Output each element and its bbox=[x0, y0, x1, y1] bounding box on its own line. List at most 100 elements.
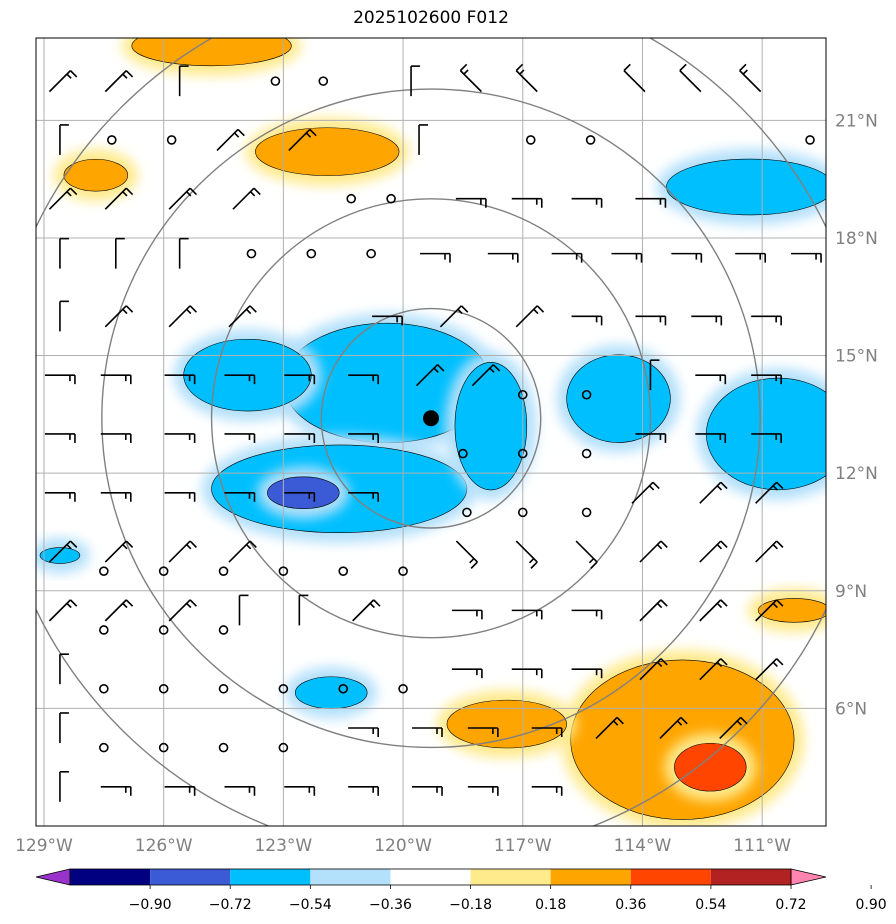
anomaly-fill bbox=[666, 158, 826, 216]
barb-flag bbox=[245, 544, 252, 550]
wind-barb bbox=[178, 65, 189, 97]
barb-flag bbox=[69, 187, 78, 196]
barb-flag bbox=[125, 599, 134, 607]
calm-marker bbox=[581, 389, 592, 400]
calm-marker bbox=[805, 135, 815, 145]
wind-barb bbox=[178, 237, 189, 269]
wind-barb bbox=[739, 63, 762, 93]
barb-flag bbox=[189, 599, 198, 607]
calm-wind-markers bbox=[99, 76, 815, 753]
colorbar-tick-label: 0.90 bbox=[856, 897, 887, 913]
wind-barb bbox=[104, 70, 134, 93]
range-ring bbox=[101, 88, 761, 749]
wind-barb bbox=[595, 716, 624, 740]
anomaly-patch-east-of-center bbox=[444, 352, 537, 500]
barb-flag bbox=[373, 599, 381, 607]
calm-marker bbox=[218, 742, 229, 753]
barb-flag bbox=[528, 558, 535, 564]
wind-barb bbox=[410, 65, 421, 97]
calm-marker bbox=[158, 683, 169, 694]
wind-barb bbox=[59, 770, 69, 802]
barb-flag bbox=[612, 720, 619, 726]
barb-flag bbox=[189, 305, 198, 313]
wind-barb bbox=[471, 364, 501, 387]
wind-barb bbox=[288, 128, 317, 151]
colorbar-segment bbox=[150, 869, 231, 885]
anomaly-fill bbox=[674, 742, 747, 792]
lat-tick-label: 18°N bbox=[835, 229, 878, 249]
barb-flag bbox=[515, 63, 524, 72]
colorbar-segment bbox=[390, 869, 471, 885]
wind-barb bbox=[755, 658, 784, 681]
wind-barb bbox=[639, 599, 668, 622]
wind-barb bbox=[571, 197, 603, 208]
colorbar-tick-label: −0.90 bbox=[129, 897, 172, 913]
wind-barb bbox=[348, 433, 379, 443]
barb-flag bbox=[660, 658, 668, 666]
wind-barb bbox=[168, 540, 198, 563]
barb-flag bbox=[66, 544, 72, 550]
colorbar-tick-label: −0.36 bbox=[369, 897, 412, 913]
barb-flag bbox=[122, 544, 128, 550]
barb-flag bbox=[716, 602, 723, 609]
barb-flag bbox=[309, 128, 317, 137]
wind-barb bbox=[755, 540, 784, 563]
wind-barb bbox=[168, 599, 198, 622]
colorbar: −0.90 −0.72 −0.54 −0.36 −0.18 0.18 0.36 0.54 0.7… bbox=[35, 868, 887, 913]
wind-barb bbox=[515, 305, 545, 328]
anomaly-patch-north-positive bbox=[245, 117, 410, 186]
barb-flag bbox=[742, 69, 748, 75]
wind-barb bbox=[699, 481, 728, 504]
wind-barb bbox=[216, 128, 245, 151]
barb-flag bbox=[772, 602, 778, 609]
wind-barb bbox=[418, 124, 429, 155]
barb-flag bbox=[720, 599, 728, 607]
wind-barb bbox=[755, 599, 784, 622]
wind-barb bbox=[631, 481, 660, 504]
barb-flag bbox=[536, 305, 545, 313]
barb-flag bbox=[590, 561, 598, 569]
colorbar-extend-low bbox=[35, 868, 71, 886]
calm-marker bbox=[278, 683, 289, 694]
wind-barb bbox=[164, 491, 196, 502]
wind-barb bbox=[100, 374, 132, 385]
lat-tick-label: 9°N bbox=[835, 582, 867, 602]
barb-flag bbox=[772, 661, 778, 667]
anomaly-patch-southeast-positive bbox=[560, 649, 805, 826]
barb-flag bbox=[125, 70, 134, 78]
wind-barb bbox=[348, 785, 379, 796]
colorbar-extend-high bbox=[790, 868, 827, 886]
wind-barb bbox=[168, 305, 198, 328]
calm-marker bbox=[462, 507, 472, 518]
wind-barb bbox=[100, 491, 132, 502]
barb-flag bbox=[519, 69, 525, 75]
wind-barb bbox=[531, 785, 563, 796]
wind-barb bbox=[659, 716, 688, 740]
wind-barb bbox=[467, 727, 499, 737]
colorbar-tick-label: 0.36 bbox=[615, 897, 646, 913]
wind-barb bbox=[735, 252, 766, 263]
wind-barb bbox=[575, 540, 598, 569]
wind-barb bbox=[224, 491, 256, 502]
wind-barb bbox=[623, 63, 646, 93]
barb-flag bbox=[122, 73, 128, 79]
barb-flag bbox=[739, 63, 747, 72]
wind-barb bbox=[348, 727, 379, 737]
barb-flag bbox=[122, 308, 128, 315]
wind-barb bbox=[168, 187, 198, 210]
calm-marker bbox=[278, 566, 289, 576]
barb-flag bbox=[648, 485, 655, 491]
wind-barb bbox=[635, 197, 667, 208]
wind-barb bbox=[487, 252, 519, 263]
barb-flag bbox=[186, 308, 192, 315]
barb-flag bbox=[623, 63, 631, 72]
anomaly-patch-south-small-cell bbox=[285, 666, 378, 719]
calm-marker bbox=[218, 625, 229, 635]
barb-flag bbox=[492, 364, 501, 372]
wind-barb bbox=[348, 374, 379, 385]
calm-marker bbox=[525, 135, 536, 145]
wind-barb bbox=[59, 300, 69, 332]
wind-barb bbox=[44, 433, 76, 443]
colorbar-segment bbox=[630, 869, 711, 885]
wind-barb bbox=[531, 727, 563, 737]
